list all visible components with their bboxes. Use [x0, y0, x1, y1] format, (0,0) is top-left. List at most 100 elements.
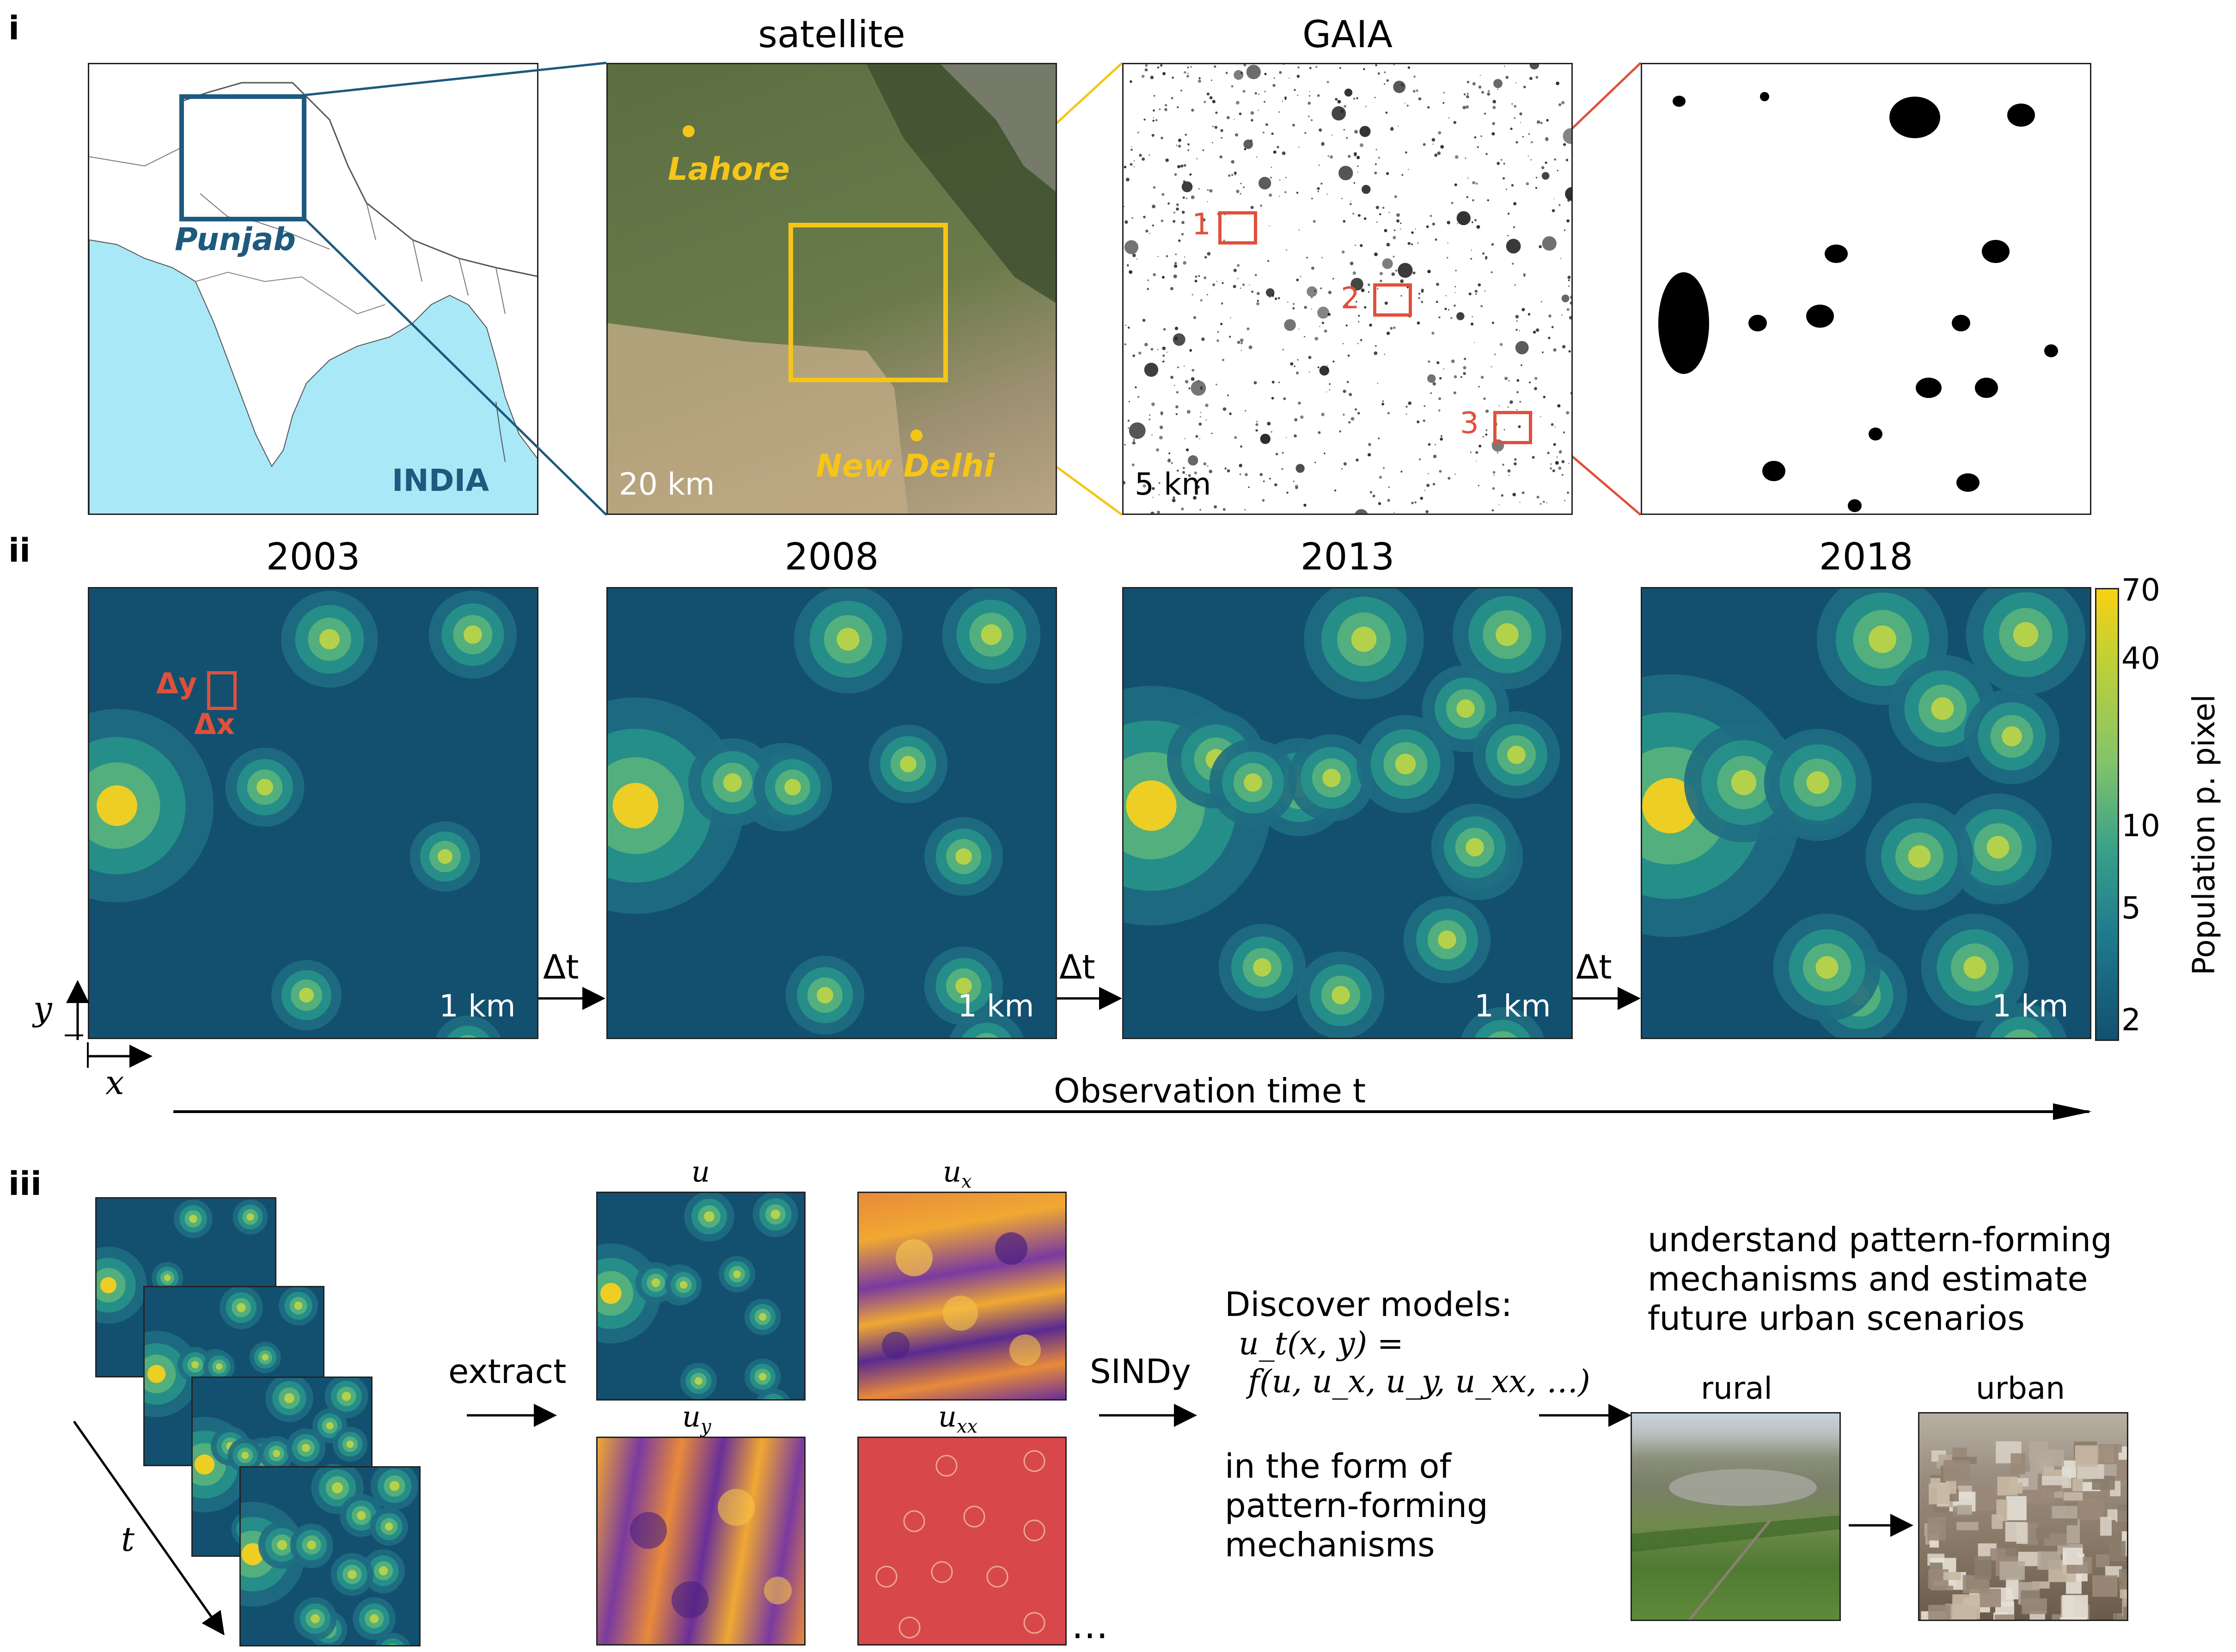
year-2008: 2008 [784, 535, 879, 578]
scale-2008: 1 km [958, 988, 1034, 1024]
cbar-tick-70: 70 [2121, 572, 2160, 608]
uxx-image [857, 1437, 1067, 1646]
map-label-india: INDIA [392, 463, 489, 498]
panel-label-ii: ii [8, 532, 31, 569]
gaia-title: GAIA [1302, 13, 1393, 56]
scale-2013: 1 km [1474, 988, 1551, 1024]
observation-time-label: Observation time t [1054, 1071, 1366, 1110]
axis-x-label: x [105, 1063, 124, 1102]
scale-2018: 1 km [1992, 988, 2069, 1024]
uy-texture [630, 1489, 792, 1618]
rural-scene [1632, 1469, 1839, 1620]
heatmap-2013-blobs [1124, 588, 1562, 1038]
discover-label: Discover models: [1225, 1285, 1512, 1324]
u-label: u [691, 1155, 710, 1188]
uy-image [596, 1437, 806, 1646]
panel-label-iii: iii [8, 1165, 42, 1203]
ux-sub: x [961, 1171, 972, 1193]
form-line-1: in the form of [1225, 1447, 1451, 1486]
ux-base: u [943, 1155, 961, 1188]
heatmap-2018 [1641, 587, 2091, 1039]
gaia-dots [1124, 64, 1571, 514]
stack-t-label: t [121, 1520, 134, 1559]
dt-label-2: Δt [1059, 948, 1095, 986]
stack-frame-1-blobs [97, 1199, 268, 1376]
map-label-punjab: Punjab [175, 221, 296, 258]
heatmap-2008 [606, 587, 1057, 1039]
heatmap-2013 [1122, 587, 1573, 1039]
zoomed-binary-image [1641, 63, 2091, 515]
ux-texture [882, 1232, 1041, 1366]
goal-line-1: understand pattern-forming [1648, 1220, 2112, 1259]
ux-label: ux [943, 1155, 972, 1192]
dx-label: Δx [194, 707, 235, 741]
cbar-tick-40: 40 [2121, 641, 2160, 676]
delhi-marker [910, 429, 923, 441]
ellipsis: … [1071, 1604, 1108, 1647]
satellite-scale: 20 km [619, 466, 715, 502]
rural-photo [1631, 1412, 1841, 1621]
axis-y-label: y [33, 989, 52, 1028]
box-2 [1373, 283, 1412, 317]
uxx-base: u [938, 1400, 957, 1433]
satellite-title: satellite [758, 13, 905, 56]
gaia-image: 1 2 3 5 km [1122, 63, 1573, 515]
goal-line-2: mechanisms and estimate [1648, 1260, 2088, 1298]
stack-frame-4-blobs [241, 1468, 419, 1645]
form-line-3: mechanisms [1225, 1525, 1435, 1564]
u-image-blobs [598, 1193, 798, 1399]
uxx-sub: xx [956, 1416, 978, 1438]
uy-label: uy [682, 1400, 711, 1437]
box-1 [1218, 211, 1257, 245]
equation-rhs: f(u, u_x, u_y, u_xx, …) [1248, 1364, 1590, 1400]
uy-base: u [682, 1400, 701, 1433]
city-lahore: Lahore [668, 151, 790, 188]
cbar-tick-2: 2 [2121, 1002, 2141, 1038]
uxx-label: uxx [938, 1400, 977, 1437]
punjab-box [179, 94, 306, 221]
year-2018: 2018 [1819, 535, 1913, 578]
india-map [89, 82, 537, 514]
rural-label: rural [1701, 1371, 1772, 1406]
cbar-tick-10: 10 [2121, 808, 2160, 844]
box-label-2: 2 [1341, 281, 1360, 316]
colorbar [2095, 588, 2119, 1041]
panel-label-i: i [8, 9, 19, 47]
gaia-scale: 5 km [1135, 466, 1211, 502]
heatmap-2018-blobs [1642, 588, 2086, 1038]
cbar-tick-5: 5 [2121, 890, 2141, 926]
heatmap-2003 [88, 587, 538, 1039]
box-label-3: 3 [1460, 406, 1479, 441]
equation-lhs: u_t(x, y) = [1239, 1326, 1404, 1362]
box-label-1: 1 [1192, 208, 1211, 242]
heatmap-2003-blobs [89, 591, 517, 1038]
dxdy-box [207, 671, 237, 710]
uxx-rings [875, 1450, 1045, 1639]
lahore-marker [683, 125, 695, 137]
colorbar-title: Population p. pixel [2186, 694, 2222, 975]
year-2013: 2013 [1300, 535, 1395, 578]
uy-sub: y [700, 1416, 711, 1438]
satellite-zoom-box [788, 223, 948, 382]
year-2003: 2003 [266, 535, 360, 578]
dy-label: Δy [156, 667, 197, 700]
heatmap-2008-blobs [608, 588, 1041, 1038]
satellite-terrain [608, 64, 1056, 514]
form-line-2: pattern-forming [1225, 1486, 1488, 1525]
extract-label: extract [448, 1352, 567, 1391]
satellite-image: Lahore New Delhi 20 km [606, 63, 1057, 515]
ux-image [857, 1192, 1067, 1401]
dt-label-1: Δt [543, 948, 579, 986]
u-image [596, 1192, 806, 1401]
goal-line-3: future urban scenarios [1648, 1299, 2025, 1338]
city-delhi: New Delhi [816, 448, 995, 484]
india-map-panel: Punjab INDIA [88, 63, 538, 515]
stack-frame-4 [239, 1466, 421, 1646]
sindy-label: SINDy [1090, 1352, 1191, 1391]
scale-2003: 1 km [439, 988, 516, 1024]
urban-scene [1921, 1441, 2127, 1620]
zoomed-blobs [1658, 92, 2058, 512]
box-3 [1493, 411, 1532, 444]
dt-label-3: Δt [1576, 948, 1612, 986]
urban-label: urban [1976, 1371, 2065, 1406]
